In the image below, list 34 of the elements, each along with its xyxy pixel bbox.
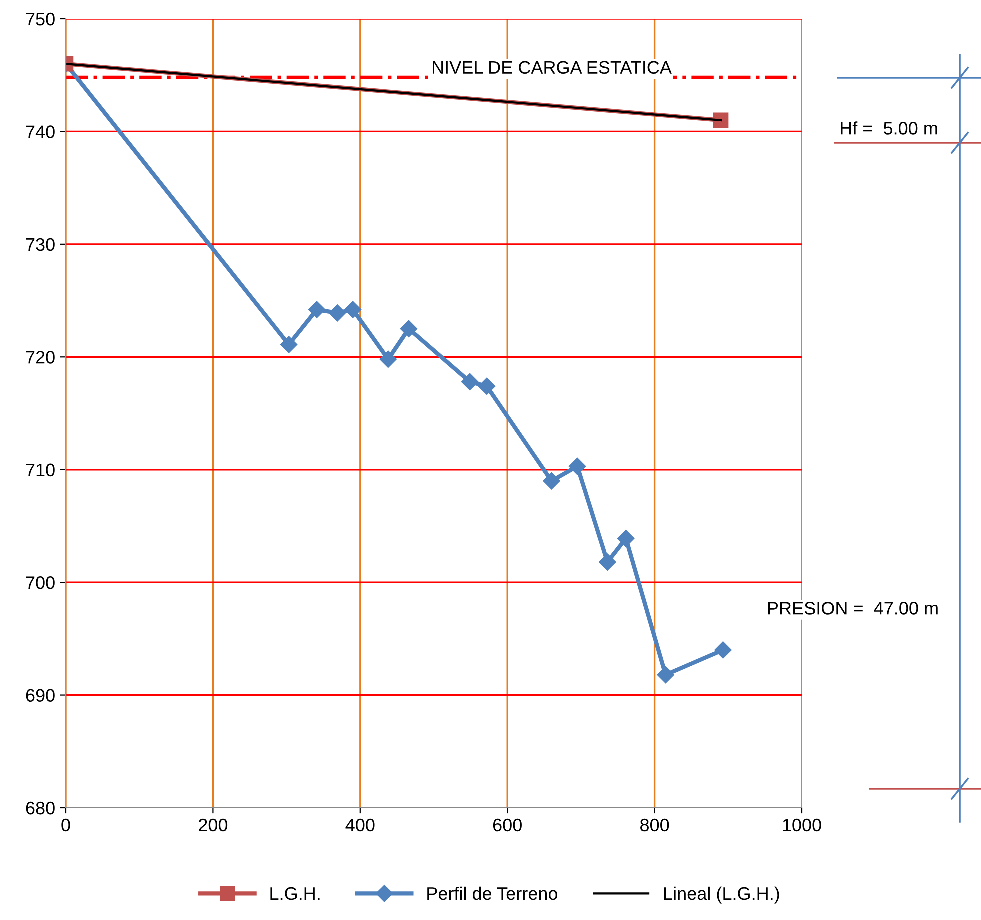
y-tick-label: 730 <box>26 238 55 252</box>
legend-label: Lineal (L.G.H.) <box>664 886 780 904</box>
x-tick-label: 200 <box>199 818 228 832</box>
annotation: PRESION = 47.00 m <box>768 602 938 615</box>
y-tick-label: 700 <box>26 576 55 590</box>
legend-label: L.G.H. <box>270 887 320 900</box>
point <box>280 336 298 354</box>
y-tick-label: 740 <box>26 126 55 138</box>
y-tick-label: 720 <box>26 351 55 364</box>
x-tick-label: 400 <box>346 818 375 832</box>
y-tick-label: 750 <box>26 12 55 26</box>
point <box>400 320 418 338</box>
y-tick-label: 680 <box>26 802 55 815</box>
point <box>329 304 346 322</box>
point <box>478 378 496 395</box>
point <box>462 373 479 390</box>
x-tick-label: 800 <box>640 818 670 832</box>
ref-line-label: NIVEL DE CARGA ESTATICA <box>433 61 672 74</box>
x-tick-label: 1000 <box>783 818 822 832</box>
point <box>714 642 732 659</box>
point <box>308 301 326 318</box>
point <box>380 350 397 368</box>
y-tick-label: 710 <box>26 464 55 477</box>
point <box>657 666 674 684</box>
point <box>543 472 560 490</box>
text: Hf = 5.00 m <box>841 122 938 135</box>
x-tick-label: 0 <box>62 818 70 832</box>
point <box>599 554 616 571</box>
point <box>344 301 362 318</box>
legend-label: Perfil de Terreno <box>428 886 558 900</box>
y-tick-label: 690 <box>26 689 55 702</box>
point <box>618 530 635 548</box>
point <box>568 458 586 476</box>
x-tick-label: 600 <box>493 818 522 832</box>
